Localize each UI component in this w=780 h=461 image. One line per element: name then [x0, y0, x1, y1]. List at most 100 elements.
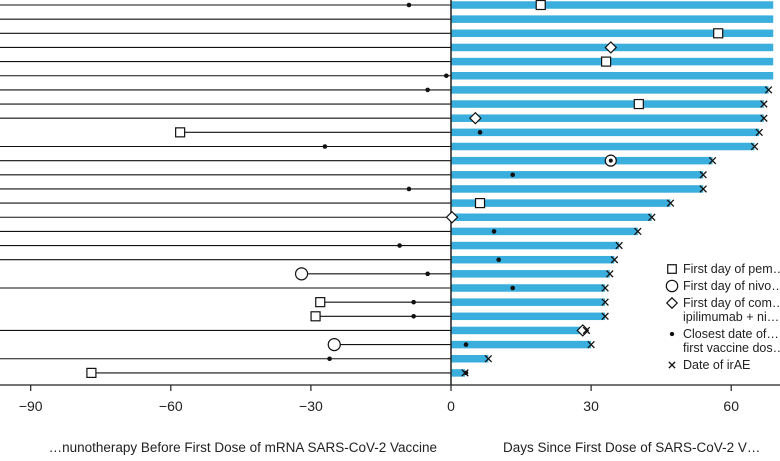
dot-marker — [322, 144, 328, 149]
x-axis-title-left: …nunotherapy Before First Dose of mRNA S… — [49, 440, 437, 455]
legend-label: first vaccine dos… — [683, 341, 780, 355]
post-vaccine-bar — [451, 227, 638, 236]
dot-marker — [510, 285, 516, 291]
legend-label: First day of pem… — [683, 262, 780, 276]
dot-marker — [608, 158, 613, 163]
diamond-marker — [665, 296, 679, 310]
dot-marker — [444, 73, 449, 79]
irae-cross-marker — [699, 171, 707, 179]
circle-marker — [294, 267, 309, 281]
post-vaccine-bar — [451, 72, 774, 80]
irae-cross-marker — [601, 312, 609, 321]
post-vaccine-bar — [451, 255, 615, 264]
legend-label: First day of com… — [683, 296, 780, 310]
pre-vaccine-line-layer — [0, 4, 451, 374]
irae-cross-marker — [760, 114, 768, 122]
dot-marker — [425, 87, 430, 93]
x-axis-title-right: Days Since First Dose of SARS-CoV-2 V… — [503, 440, 760, 455]
post-vaccine-bar — [451, 171, 704, 179]
dot-marker — [463, 370, 469, 376]
legend-label: Closest date of… — [683, 327, 779, 341]
post-vaccine-bar — [451, 355, 489, 363]
square-marker — [86, 367, 97, 378]
legend-label: First day of nivo… — [683, 279, 780, 293]
post-vaccine-bar — [451, 185, 704, 193]
square-marker — [474, 198, 486, 209]
irae-cross-marker — [582, 326, 591, 335]
diamond-marker — [576, 324, 590, 337]
irae-cross-marker — [615, 241, 623, 250]
legend-label: Date of irAE — [683, 358, 750, 372]
square-marker — [667, 264, 677, 274]
post-vaccine-bar — [451, 340, 592, 349]
x-tick-label: −90 — [19, 398, 43, 414]
post-vaccine-bar — [451, 86, 769, 94]
dot-marker — [463, 342, 469, 347]
square-marker — [633, 98, 644, 110]
irae-cross-marker — [587, 340, 595, 349]
dot-marker — [406, 186, 412, 192]
post-vaccine-bar — [451, 114, 764, 122]
dot-marker — [510, 172, 516, 178]
irae-cross-marker — [666, 199, 675, 207]
post-vaccine-bar — [451, 326, 582, 335]
post-vaccine-bar — [451, 128, 760, 137]
dot-marker — [425, 271, 430, 277]
irae-cross-marker — [648, 213, 656, 222]
diamond-marker — [445, 210, 459, 224]
x-tick-label: 60 — [723, 398, 739, 414]
post-vaccine-bar — [451, 270, 610, 278]
square-marker — [535, 0, 546, 11]
dot-marker — [406, 2, 412, 8]
square-marker — [713, 28, 724, 39]
irae-cross-marker — [634, 227, 642, 236]
x-tick-label: 0 — [447, 398, 455, 414]
diamond-marker — [469, 111, 482, 125]
irae-cross-marker — [610, 255, 619, 264]
irae-cross-marker — [601, 298, 609, 306]
post-vaccine-bar — [451, 29, 774, 38]
irae-cross-marker — [708, 156, 717, 165]
diamond-marker — [604, 41, 618, 54]
x-tick-label: −30 — [299, 398, 323, 414]
dot-marker — [669, 331, 675, 337]
irae-cross-marker — [699, 185, 707, 193]
irae-cross-marker — [461, 369, 469, 377]
square-marker — [601, 56, 612, 67]
square-marker — [175, 127, 186, 138]
marker-layer — [86, 0, 773, 378]
post-vaccine-bar — [451, 369, 466, 377]
circle-marker — [665, 279, 679, 293]
dot-marker — [496, 257, 502, 263]
post-vaccine-bar — [451, 199, 671, 207]
post-vaccine-bar — [451, 213, 652, 221]
post-vaccine-bar — [451, 298, 606, 306]
post-vaccine-bar — [451, 1, 774, 9]
post-vaccine-bar — [451, 100, 764, 108]
dot-marker — [397, 243, 402, 248]
irae-cross-marker — [755, 128, 763, 137]
irae-cross-marker — [668, 361, 676, 369]
dot-marker — [411, 314, 416, 319]
irae-cross-marker — [764, 86, 773, 94]
irae-cross-marker — [484, 354, 493, 363]
post-vaccine-bar — [451, 284, 606, 292]
irae-cross-marker — [601, 284, 609, 292]
dot-marker — [477, 130, 483, 135]
legend: First day of pem… First day of nivo… First… — [665, 262, 780, 372]
circle-marker — [327, 338, 341, 352]
square-marker — [315, 297, 326, 308]
legend-label: ipilimumab + ni… — [683, 310, 779, 324]
dot-marker — [411, 299, 416, 305]
x-tick-label: −60 — [159, 398, 183, 414]
post-vaccine-bar — [451, 142, 755, 151]
irae-cross-marker — [606, 270, 614, 278]
dot-marker — [491, 229, 497, 234]
x-axis-ticks: −90 −60 −30 0 30 60 — [0, 384, 780, 414]
dot-marker — [327, 356, 332, 362]
irae-cross-marker — [760, 100, 768, 108]
x-tick-label: 30 — [583, 398, 599, 414]
post-vaccine-bar — [451, 241, 620, 250]
post-vaccine-bar — [451, 57, 774, 66]
